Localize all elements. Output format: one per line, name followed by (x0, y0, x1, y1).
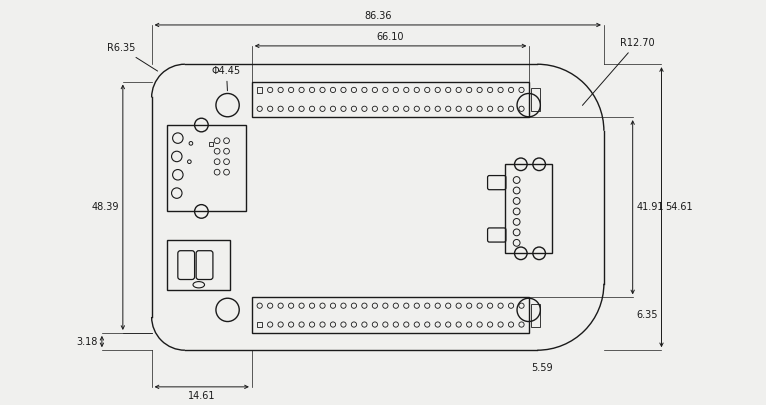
Bar (505, 164, 552, 253)
Text: 6.35: 6.35 (637, 310, 658, 320)
Text: 54.61: 54.61 (666, 202, 693, 212)
Bar (531, 304, 540, 327)
Bar (167, 240, 231, 290)
Text: 66.10: 66.10 (377, 32, 404, 42)
Text: R6.35: R6.35 (107, 43, 158, 71)
Text: R12.70: R12.70 (582, 38, 654, 105)
Text: 5.59: 5.59 (532, 363, 553, 373)
Bar (257, 87, 262, 93)
Bar (252, 297, 529, 333)
Bar (209, 142, 214, 146)
Text: 48.39: 48.39 (91, 202, 119, 212)
Bar (252, 81, 529, 117)
Text: 14.61: 14.61 (188, 391, 215, 401)
Text: 41.91: 41.91 (637, 202, 664, 212)
Bar (257, 322, 262, 327)
Text: 3.18: 3.18 (77, 337, 98, 347)
Text: 86.36: 86.36 (364, 11, 391, 21)
Text: Φ4.45: Φ4.45 (212, 66, 241, 91)
Bar (531, 88, 540, 111)
Bar (167, 125, 246, 211)
